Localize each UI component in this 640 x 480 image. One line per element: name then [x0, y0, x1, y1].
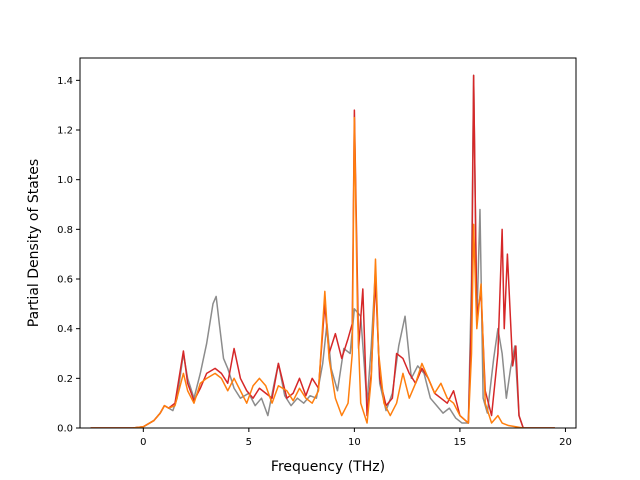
y-tick-label: 0.8 — [57, 225, 73, 236]
series-layer — [90, 74, 555, 428]
x-axis-title: Frequency (THz) — [271, 459, 385, 475]
x-tick-label: 15 — [454, 437, 467, 448]
y-axis-ticks: 0.0 0.2 0.4 0.6 0.8 1.0 1.2 1.4 — [57, 76, 80, 435]
y-axis-title: Partial Density of States — [26, 159, 42, 327]
y-tick-label: 1.0 — [57, 175, 73, 186]
x-tick-label: 0 — [140, 437, 146, 448]
y-tick-label: 0.0 — [57, 424, 73, 435]
y-tick-label: 1.4 — [57, 76, 73, 87]
x-tick-label: 5 — [246, 437, 252, 448]
x-axis-ticks: 0 5 10 15 20 — [140, 428, 572, 448]
x-tick-label: 10 — [348, 437, 361, 448]
series-line-3 — [90, 116, 555, 428]
x-tick-label: 20 — [559, 437, 572, 448]
y-tick-label: 0.2 — [57, 374, 73, 385]
y-tick-label: 0.4 — [57, 324, 73, 335]
y-tick-label: 0.6 — [57, 275, 73, 286]
plot-frame — [79, 57, 577, 429]
y-tick-label: 1.2 — [57, 126, 73, 137]
